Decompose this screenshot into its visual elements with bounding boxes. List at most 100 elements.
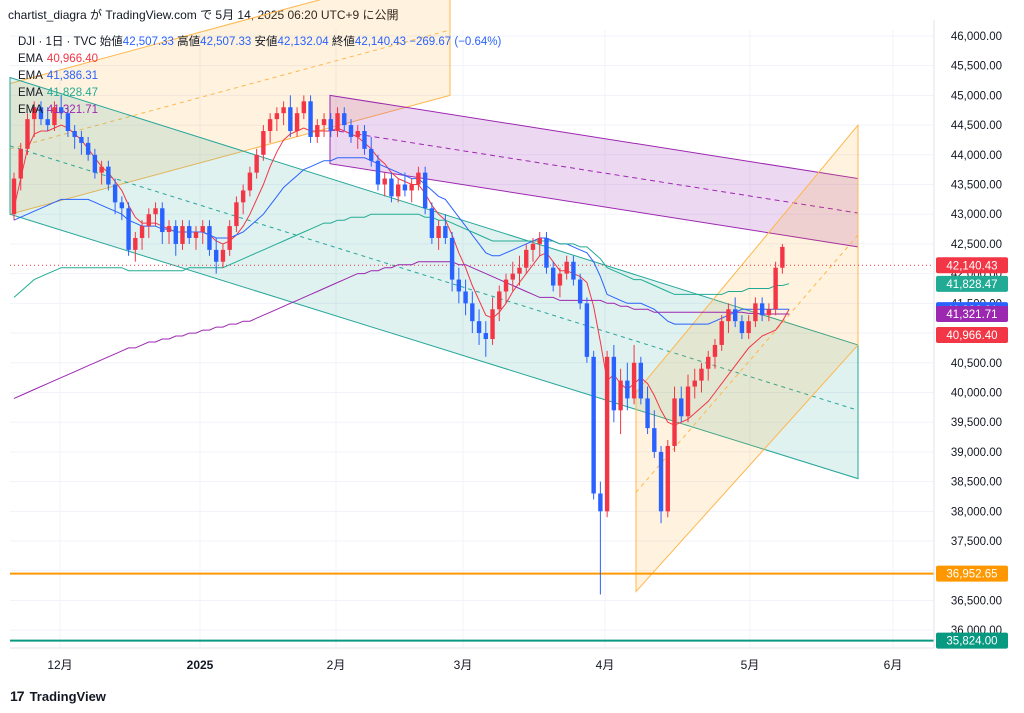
- ema-line: [13, 261, 790, 399]
- candle-body: [267, 119, 273, 132]
- candle-body: [65, 113, 71, 132]
- candle-body: [530, 243, 536, 250]
- candle-body: [301, 101, 307, 114]
- horizontal-lines: [10, 264, 934, 642]
- publish-header: chartist_diagra が TradingView.com で 5月 1…: [8, 8, 399, 22]
- candle-body: [395, 184, 401, 197]
- candle-body: [699, 368, 704, 381]
- candle-body: [133, 237, 138, 250]
- y-tick-label: 44,500.00: [951, 120, 1002, 132]
- candle-body: [112, 184, 118, 203]
- high-label: 高値: [177, 36, 201, 48]
- ema-legend-value: 40,966.40: [46, 53, 99, 65]
- y-tick-label: 46,000.00: [951, 31, 1002, 43]
- candle-body: [679, 398, 684, 417]
- y-tick-label: 39,500.00: [951, 417, 1002, 429]
- candle-body: [207, 226, 212, 250]
- candle-body: [759, 303, 765, 316]
- candle-body: [58, 107, 64, 114]
- price-tag: [936, 305, 1008, 322]
- candle-body: [375, 160, 381, 185]
- ema-legend-row: EMA 41,321.71: [18, 102, 501, 119]
- orange-rising-channel: [635, 123, 859, 593]
- price-tag: [936, 632, 1008, 649]
- y-tick-label: 37,500.00: [951, 536, 1002, 548]
- candle-body: [618, 380, 623, 411]
- candle-body: [227, 226, 232, 250]
- candle-body: [416, 172, 421, 185]
- y-tick-label: 45,000.00: [951, 90, 1002, 102]
- candle-body: [240, 190, 246, 203]
- grid-lines: [10, 30, 934, 648]
- candle-body: [422, 172, 428, 209]
- candle-body: [456, 279, 462, 292]
- y-tick-label: 43,000.00: [951, 209, 1002, 221]
- y-tick-label: 40,500.00: [951, 358, 1002, 370]
- candle-body: [739, 321, 745, 334]
- candle-body: [193, 232, 199, 238]
- candle-body: [409, 184, 414, 191]
- candle-body: [173, 226, 178, 244]
- price-labels: 42,140.4341,828.4741,386.3141,321.7140,9…: [936, 257, 1008, 649]
- candle-body: [45, 119, 50, 126]
- candle-body: [180, 226, 185, 244]
- chart-legend: DJI · 1日 · TVC 始値42,507.33 高値42,507.33 安…: [18, 34, 501, 119]
- candle-body: [766, 309, 772, 316]
- y-tick-label: 42,500.00: [951, 239, 1002, 251]
- candle-body: [11, 178, 17, 215]
- time-axis: 12月 2025 2月 3月 4月 5月 6月: [10, 647, 934, 672]
- candle-body: [18, 148, 23, 179]
- candle-body: [389, 178, 394, 197]
- candle-body: [429, 208, 435, 238]
- candle-body: [638, 362, 644, 399]
- candle-body: [200, 226, 205, 233]
- change-value: −269.67 (−0.64%): [409, 36, 502, 48]
- brand-name: TradingView: [29, 688, 106, 704]
- candle-body: [746, 321, 751, 334]
- y-tick-label: 45,500.00: [951, 61, 1002, 73]
- candle-body: [139, 226, 145, 238]
- high-value: 42,507.33: [200, 36, 252, 48]
- price-tag: [936, 565, 1008, 582]
- x-tick-label: 2025: [187, 658, 214, 672]
- ema-legend-label: EMA: [18, 53, 43, 65]
- close-label: 終値: [331, 36, 355, 48]
- candle-body: [25, 119, 30, 149]
- candle-body: [584, 303, 590, 357]
- candle-body: [577, 279, 583, 304]
- candle-body: [92, 154, 98, 173]
- ema-legend-value: 41,386.31: [46, 70, 99, 82]
- symbol-label: DJI · 1日 · TVC: [18, 36, 97, 48]
- candle-body: [551, 267, 556, 286]
- candle-body: [732, 309, 738, 322]
- candle-body: [557, 273, 563, 286]
- ema-legend-row: EMA 41,386.31: [18, 68, 501, 85]
- y-tick-label: 38,500.00: [951, 477, 1002, 489]
- footer-brand: 17 TradingView: [10, 688, 106, 704]
- candle-body: [106, 166, 111, 185]
- candle-body: [483, 333, 488, 339]
- candle-body: [773, 267, 778, 310]
- y-tick-label: 44,000.00: [951, 150, 1002, 162]
- candle-body: [220, 249, 226, 262]
- candle-body: [598, 493, 603, 512]
- ema-legend-label: EMA: [18, 104, 43, 116]
- candle-body: [449, 237, 455, 280]
- candle-body: [685, 386, 691, 417]
- price-tag: [936, 257, 1008, 274]
- orange-rising-mid: [635, 234, 859, 493]
- candle-body: [436, 226, 441, 238]
- candle-body: [726, 309, 731, 322]
- candle-body: [753, 303, 758, 322]
- candle-body: [153, 208, 158, 215]
- ema-line: [13, 213, 790, 298]
- y-tick-label: 39,000.00: [951, 447, 1002, 459]
- candle-body: [625, 380, 630, 399]
- candle-body: [665, 445, 670, 512]
- price-tag-text: 36,952.65: [946, 569, 997, 581]
- channel-drawings: [9, 0, 859, 593]
- x-tick-label: 5月: [741, 658, 760, 672]
- price-tag-text: 40,966.40: [946, 330, 997, 342]
- candle-body: [119, 202, 125, 209]
